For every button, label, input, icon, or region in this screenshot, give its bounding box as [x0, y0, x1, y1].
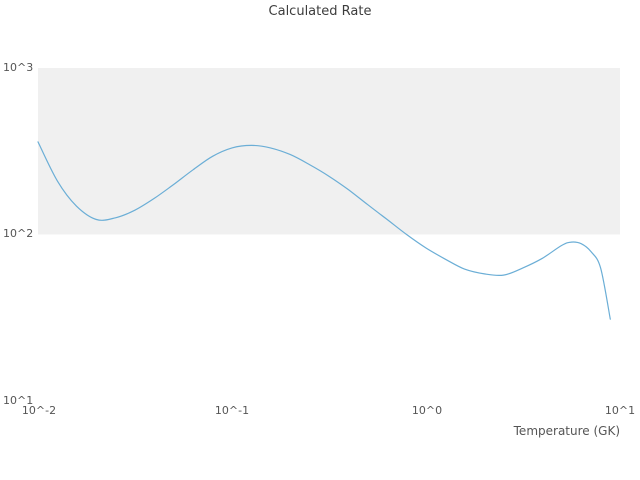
x-axis-label: Temperature (GK) [513, 424, 620, 438]
y-tick-1e3: 10^3 [3, 61, 34, 74]
y-tick-1e2: 10^2 [3, 227, 34, 240]
x-tick-1e-1: 10^-1 [214, 404, 250, 417]
x-tick-1e-2: 10^-2 [21, 404, 57, 417]
log-band [38, 68, 620, 235]
y-tick-1e1: 10^1 [3, 394, 34, 407]
x-tick-1e1: 10^1 [604, 404, 636, 417]
rate-curve [37, 141, 611, 320]
x-tick-1e0: 10^0 [411, 404, 443, 417]
chart-title: Calculated Rate [268, 4, 372, 19]
